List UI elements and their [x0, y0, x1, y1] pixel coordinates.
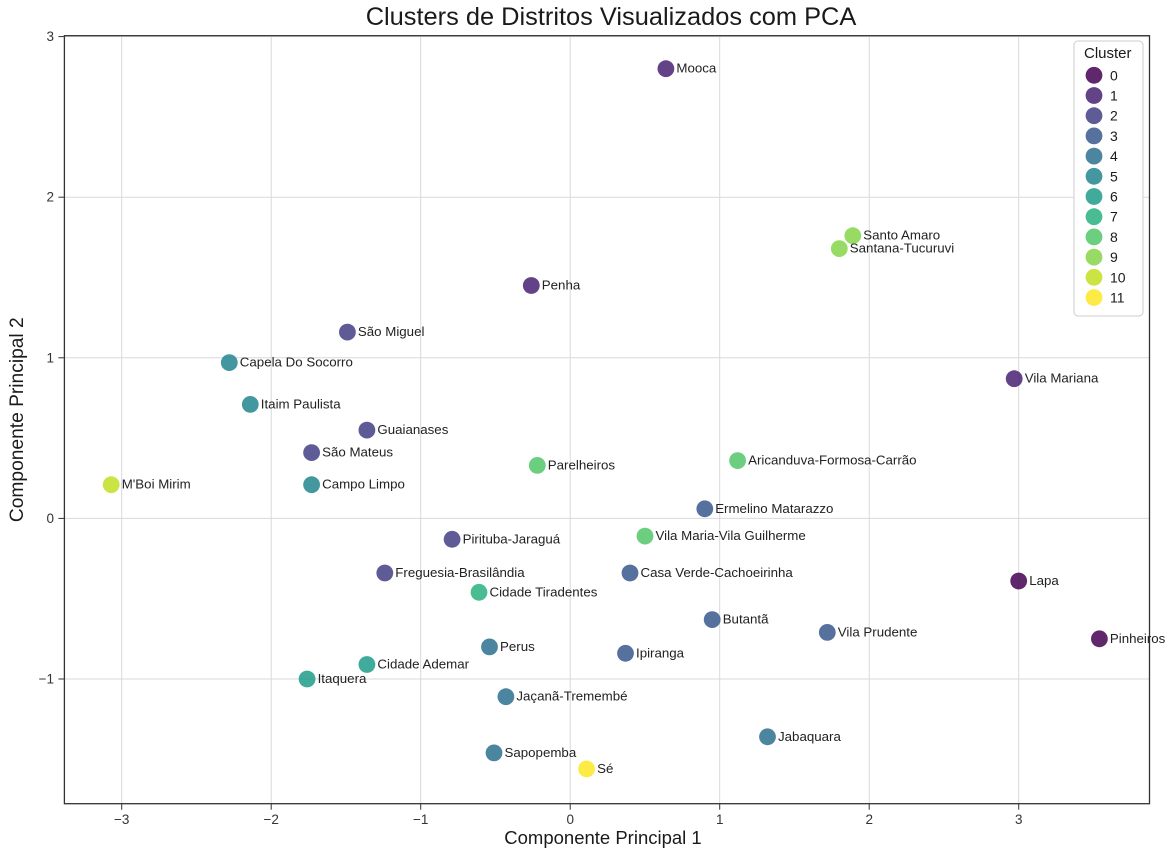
svg-text:2: 2: [46, 190, 54, 205]
svg-text:0: 0: [46, 511, 54, 526]
svg-text:Butantã: Butantã: [723, 612, 769, 627]
svg-text:Componente Principal 2: Componente Principal 2: [7, 317, 28, 522]
svg-text:Ipiranga: Ipiranga: [636, 645, 685, 660]
svg-text:Cluster: Cluster: [1084, 45, 1132, 62]
svg-text:1: 1: [716, 812, 724, 827]
svg-text:Campo Limpo: Campo Limpo: [322, 477, 405, 492]
svg-text:Lapa: Lapa: [1029, 573, 1059, 588]
svg-text:1: 1: [46, 350, 54, 365]
svg-text:Mooca: Mooca: [676, 61, 717, 76]
svg-text:3: 3: [1110, 128, 1118, 144]
svg-text:Jaçanã-Tremembé: Jaçanã-Tremembé: [516, 689, 627, 704]
svg-text:Clusters de Distritos Visualiz: Clusters de Distritos Visualizados com P…: [366, 3, 857, 31]
svg-text:Sé: Sé: [597, 761, 613, 776]
svg-text:3: 3: [1015, 812, 1023, 827]
svg-text:9: 9: [1110, 249, 1118, 265]
svg-text:Casa Verde-Cachoeirinha: Casa Verde-Cachoeirinha: [641, 565, 794, 580]
svg-text:Vila Maria-Vila Guilherme: Vila Maria-Vila Guilherme: [656, 528, 806, 543]
svg-text:Pirituba-Jaraguá: Pirituba-Jaraguá: [463, 531, 561, 546]
svg-text:5: 5: [1110, 168, 1118, 184]
svg-text:Penha: Penha: [542, 278, 581, 293]
svg-text:Vila Prudente: Vila Prudente: [838, 624, 918, 639]
svg-text:Itaim Paulista: Itaim Paulista: [261, 396, 341, 411]
svg-text:Freguesia-Brasilândia: Freguesia-Brasilândia: [395, 565, 525, 580]
svg-text:6: 6: [1110, 189, 1118, 205]
svg-text:Pinheiros: Pinheiros: [1110, 631, 1166, 646]
svg-text:Sapopemba: Sapopemba: [505, 745, 577, 760]
svg-text:São Miguel: São Miguel: [358, 324, 425, 339]
svg-text:Capela Do Socorro: Capela Do Socorro: [240, 355, 353, 370]
svg-text:0: 0: [1110, 67, 1118, 83]
svg-text:M'Boi Mirim: M'Boi Mirim: [122, 477, 191, 492]
svg-text:Itaquera: Itaquera: [318, 671, 367, 686]
svg-text:−2: −2: [263, 812, 278, 827]
svg-text:10: 10: [1110, 269, 1126, 285]
svg-text:4: 4: [1110, 148, 1118, 164]
svg-text:Vila Mariana: Vila Mariana: [1025, 371, 1099, 386]
svg-text:Santana-Tucuruvi: Santana-Tucuruvi: [850, 241, 955, 256]
svg-text:0: 0: [566, 812, 574, 827]
svg-text:São Mateus: São Mateus: [322, 445, 393, 460]
svg-text:Perus: Perus: [500, 639, 535, 654]
svg-text:Componente Principal 1: Componente Principal 1: [504, 827, 701, 848]
svg-text:Aricanduva-Formosa-Carrão: Aricanduva-Formosa-Carrão: [748, 453, 916, 468]
svg-text:2: 2: [1110, 108, 1118, 124]
svg-text:Jabaquara: Jabaquara: [778, 729, 841, 744]
svg-text:3: 3: [46, 29, 54, 44]
svg-text:8: 8: [1110, 229, 1118, 245]
svg-text:−1: −1: [413, 812, 428, 827]
svg-text:Cidade Tiradentes: Cidade Tiradentes: [490, 584, 598, 599]
svg-text:Guaianases: Guaianases: [377, 422, 448, 437]
svg-text:7: 7: [1110, 209, 1118, 225]
svg-text:Cidade Ademar: Cidade Ademar: [377, 657, 469, 672]
svg-text:2: 2: [865, 812, 873, 827]
svg-text:11: 11: [1110, 290, 1125, 306]
svg-text:Ermelino Matarazzo: Ermelino Matarazzo: [715, 501, 833, 516]
svg-text:−3: −3: [114, 812, 129, 827]
svg-text:Parelheiros: Parelheiros: [548, 457, 616, 472]
svg-text:1: 1: [1110, 88, 1118, 104]
svg-text:−1: −1: [39, 672, 54, 687]
